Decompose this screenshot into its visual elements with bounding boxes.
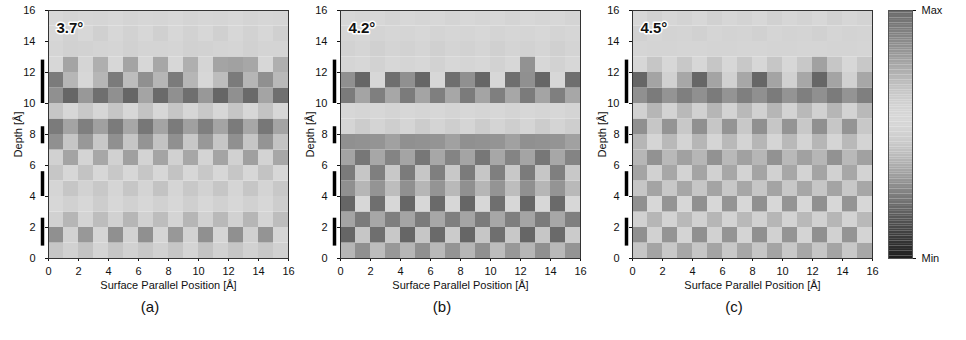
svg-text:6: 6 — [29, 159, 35, 171]
svg-text:14: 14 — [315, 35, 327, 47]
svg-text:14: 14 — [252, 265, 264, 277]
svg-text:6: 6 — [135, 265, 141, 277]
svg-text:10: 10 — [776, 265, 788, 277]
svg-text:12: 12 — [222, 265, 234, 277]
svg-text:12: 12 — [806, 265, 818, 277]
svg-text:16: 16 — [23, 4, 35, 16]
svg-text:Depth [Å]: Depth [Å] — [12, 112, 24, 158]
svg-text:4: 4 — [397, 265, 403, 277]
svg-text:Min: Min — [922, 252, 940, 264]
svg-text:12: 12 — [607, 66, 619, 78]
svg-text:2: 2 — [659, 265, 665, 277]
svg-text:14: 14 — [544, 265, 556, 277]
svg-text:0: 0 — [29, 252, 35, 264]
svg-text:10: 10 — [484, 265, 496, 277]
svg-text:12: 12 — [514, 265, 526, 277]
svg-text:16: 16 — [282, 265, 294, 277]
svg-text:0: 0 — [337, 265, 343, 277]
svg-text:10: 10 — [607, 97, 619, 109]
svg-text:16: 16 — [607, 4, 619, 16]
svg-text:10: 10 — [23, 97, 35, 109]
svg-text:6: 6 — [719, 265, 725, 277]
svg-text:12: 12 — [23, 66, 35, 78]
svg-text:8: 8 — [165, 265, 171, 277]
svg-text:8: 8 — [29, 128, 35, 140]
svg-text:16: 16 — [866, 265, 878, 277]
svg-text:4: 4 — [689, 265, 695, 277]
html-text:(c): (c) — [725, 298, 743, 315]
svg-text:16: 16 — [315, 4, 327, 16]
html-text:(a): (a) — [140, 298, 160, 315]
svg-text:10: 10 — [315, 97, 327, 109]
svg-text:Depth [Å]: Depth [Å] — [304, 112, 316, 158]
svg-text:0: 0 — [613, 252, 619, 264]
svg-text:4: 4 — [105, 265, 111, 277]
svg-text:Max: Max — [922, 4, 943, 16]
html-text:(b): (b) — [432, 298, 452, 315]
svg-text:14: 14 — [607, 35, 619, 47]
svg-text:4: 4 — [321, 190, 327, 202]
svg-text:2: 2 — [613, 221, 619, 233]
svg-text:4.5°: 4.5° — [641, 19, 668, 36]
svg-text:12: 12 — [315, 66, 327, 78]
svg-text:10: 10 — [192, 265, 204, 277]
svg-text:8: 8 — [321, 128, 327, 140]
svg-text:14: 14 — [836, 265, 848, 277]
svg-text:Surface Parallel Position [Å]: Surface Parallel Position [Å] — [100, 279, 236, 291]
svg-text:4: 4 — [613, 190, 619, 202]
svg-text:2: 2 — [29, 221, 35, 233]
svg-text:2: 2 — [367, 265, 373, 277]
svg-text:2: 2 — [321, 221, 327, 233]
svg-text:16: 16 — [574, 265, 586, 277]
svg-text:6: 6 — [613, 159, 619, 171]
svg-text:8: 8 — [613, 128, 619, 140]
svg-text:0: 0 — [321, 252, 327, 264]
svg-text:8: 8 — [457, 265, 463, 277]
svg-text:4.2°: 4.2° — [349, 19, 376, 36]
svg-text:6: 6 — [427, 265, 433, 277]
svg-text:2: 2 — [75, 265, 81, 277]
svg-text:14: 14 — [23, 35, 35, 47]
svg-text:0: 0 — [45, 265, 51, 277]
svg-text:Depth [Å]: Depth [Å] — [596, 112, 608, 158]
svg-text:8: 8 — [749, 265, 755, 277]
svg-text:4: 4 — [29, 190, 35, 202]
svg-text:Surface Parallel Position [Å]: Surface Parallel Position [Å] — [684, 279, 820, 291]
svg-text:0: 0 — [629, 265, 635, 277]
svg-text:3.7°: 3.7° — [57, 19, 84, 36]
svg-text:6: 6 — [321, 159, 327, 171]
svg-text:Surface Parallel Position [Å]: Surface Parallel Position [Å] — [392, 279, 528, 291]
